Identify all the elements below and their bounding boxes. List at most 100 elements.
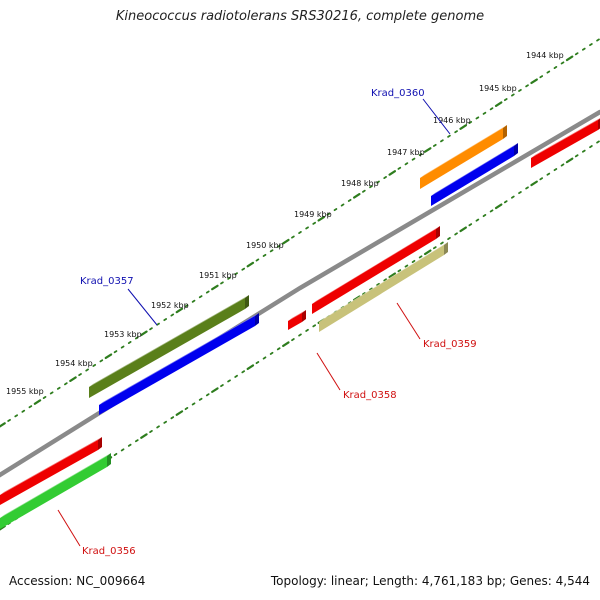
tick-mark [140,330,148,337]
gene-feature [312,226,440,314]
tick-mark [574,154,579,158]
tick-mark [211,387,219,393]
tick-mark [134,439,139,443]
tick-mark [454,130,458,134]
tick-mark [546,172,551,176]
tick-mark [175,410,184,416]
tick-mark [539,75,544,79]
tick-mark [99,359,104,363]
gene-label-krad-0357: Krad_0357 [80,276,158,326]
scale-label: 1950 kbp [246,241,284,250]
tick-mark [388,272,397,279]
tick-mark [418,153,423,157]
tick-mark [7,418,11,422]
tick-mark [120,345,125,349]
tick-mark [326,212,331,216]
tick-mark [383,278,387,282]
gene-front-face [319,245,444,332]
tick-mark [140,433,148,439]
tick-mark [127,341,132,344]
tick-mark [518,88,522,92]
scale-label: 1951 kbp [199,271,237,280]
tick-mark [246,364,255,371]
gene-top-face [288,310,306,321]
tick-mark [440,241,444,245]
tick-mark [447,134,451,138]
gene-front-face [0,456,107,529]
tick-mark [589,145,593,149]
tick-mark [163,318,168,322]
tick-mark [298,231,302,234]
tick-mark [475,218,480,222]
tick-mark [447,237,451,240]
tick-mark [269,351,274,355]
scale-label: 1952 kbp [151,301,189,310]
scale-label: 1946 kbp [433,116,471,125]
tick-mark [255,361,260,365]
scale-label: 1954 kbp [55,359,93,368]
gene-end-face [255,313,259,326]
tick-mark [596,140,600,144]
tick-mark [156,322,160,326]
tick-mark [411,157,416,161]
gene-label-krad-0359: Krad_0359 [396,302,477,350]
gene-label-krad-0356: Krad_0356 [57,509,136,557]
tick-mark [560,163,565,167]
tick-mark [56,386,61,390]
tick-mark [282,341,290,348]
tick-mark [340,203,345,207]
gene-layer [0,109,600,529]
tick-mark [298,333,302,337]
tick-mark [397,269,402,273]
tick-mark [184,407,189,411]
tick-mark [518,191,522,195]
tick-mark [282,238,290,245]
gene-krad-0357 [89,295,249,398]
gene-end-face [302,310,306,322]
tick-mark [42,396,47,399]
tick-mark [312,324,317,328]
tick-mark [227,379,231,383]
gene-feature [531,118,600,168]
leader-line [57,509,81,547]
gene-krad-0360 [420,125,507,189]
tick-mark [220,384,224,388]
tick-mark [104,353,113,360]
tick-mark [489,107,494,111]
tick-mark [276,347,281,351]
tick-mark [220,281,224,285]
tick-mark [317,215,326,222]
tick-mark [211,284,219,291]
gene-top-face [531,118,600,158]
tick-mark [530,78,538,85]
tick-mark [149,430,153,433]
tick-mark [432,246,437,250]
tick-mark [127,443,132,447]
tick-mark [423,249,432,256]
tick-mark [581,47,586,51]
gene-krad-0358 [288,310,306,330]
gene-front-face [0,440,98,505]
tick-mark [530,180,538,187]
tick-mark [69,376,77,383]
scale-label: 1955 kbp [6,387,44,396]
scale-label: 1944 kbp [526,51,564,60]
tick-mark [269,249,274,253]
tick-mark [581,149,586,153]
gene-end-face [514,143,518,156]
tick-mark [511,195,515,199]
gene-top-face [99,313,259,405]
tick-mark [0,525,6,531]
tick-mark [191,402,196,406]
tick-mark [255,258,260,262]
tick-mark [352,192,361,199]
gene-top-face [431,143,518,196]
tick-mark [489,209,494,213]
label-layer: 1944 kbp 1945 kbp 1946 kbp 1947 kbp 1948 kbp… [6,51,564,557]
scale-label: 1947 kbp [387,148,425,157]
tick-mark [546,70,551,74]
tick-mark [539,177,544,181]
tick-mark [553,168,558,172]
tick-mark [33,399,42,405]
scale-label: 1949 kbp [294,210,332,219]
